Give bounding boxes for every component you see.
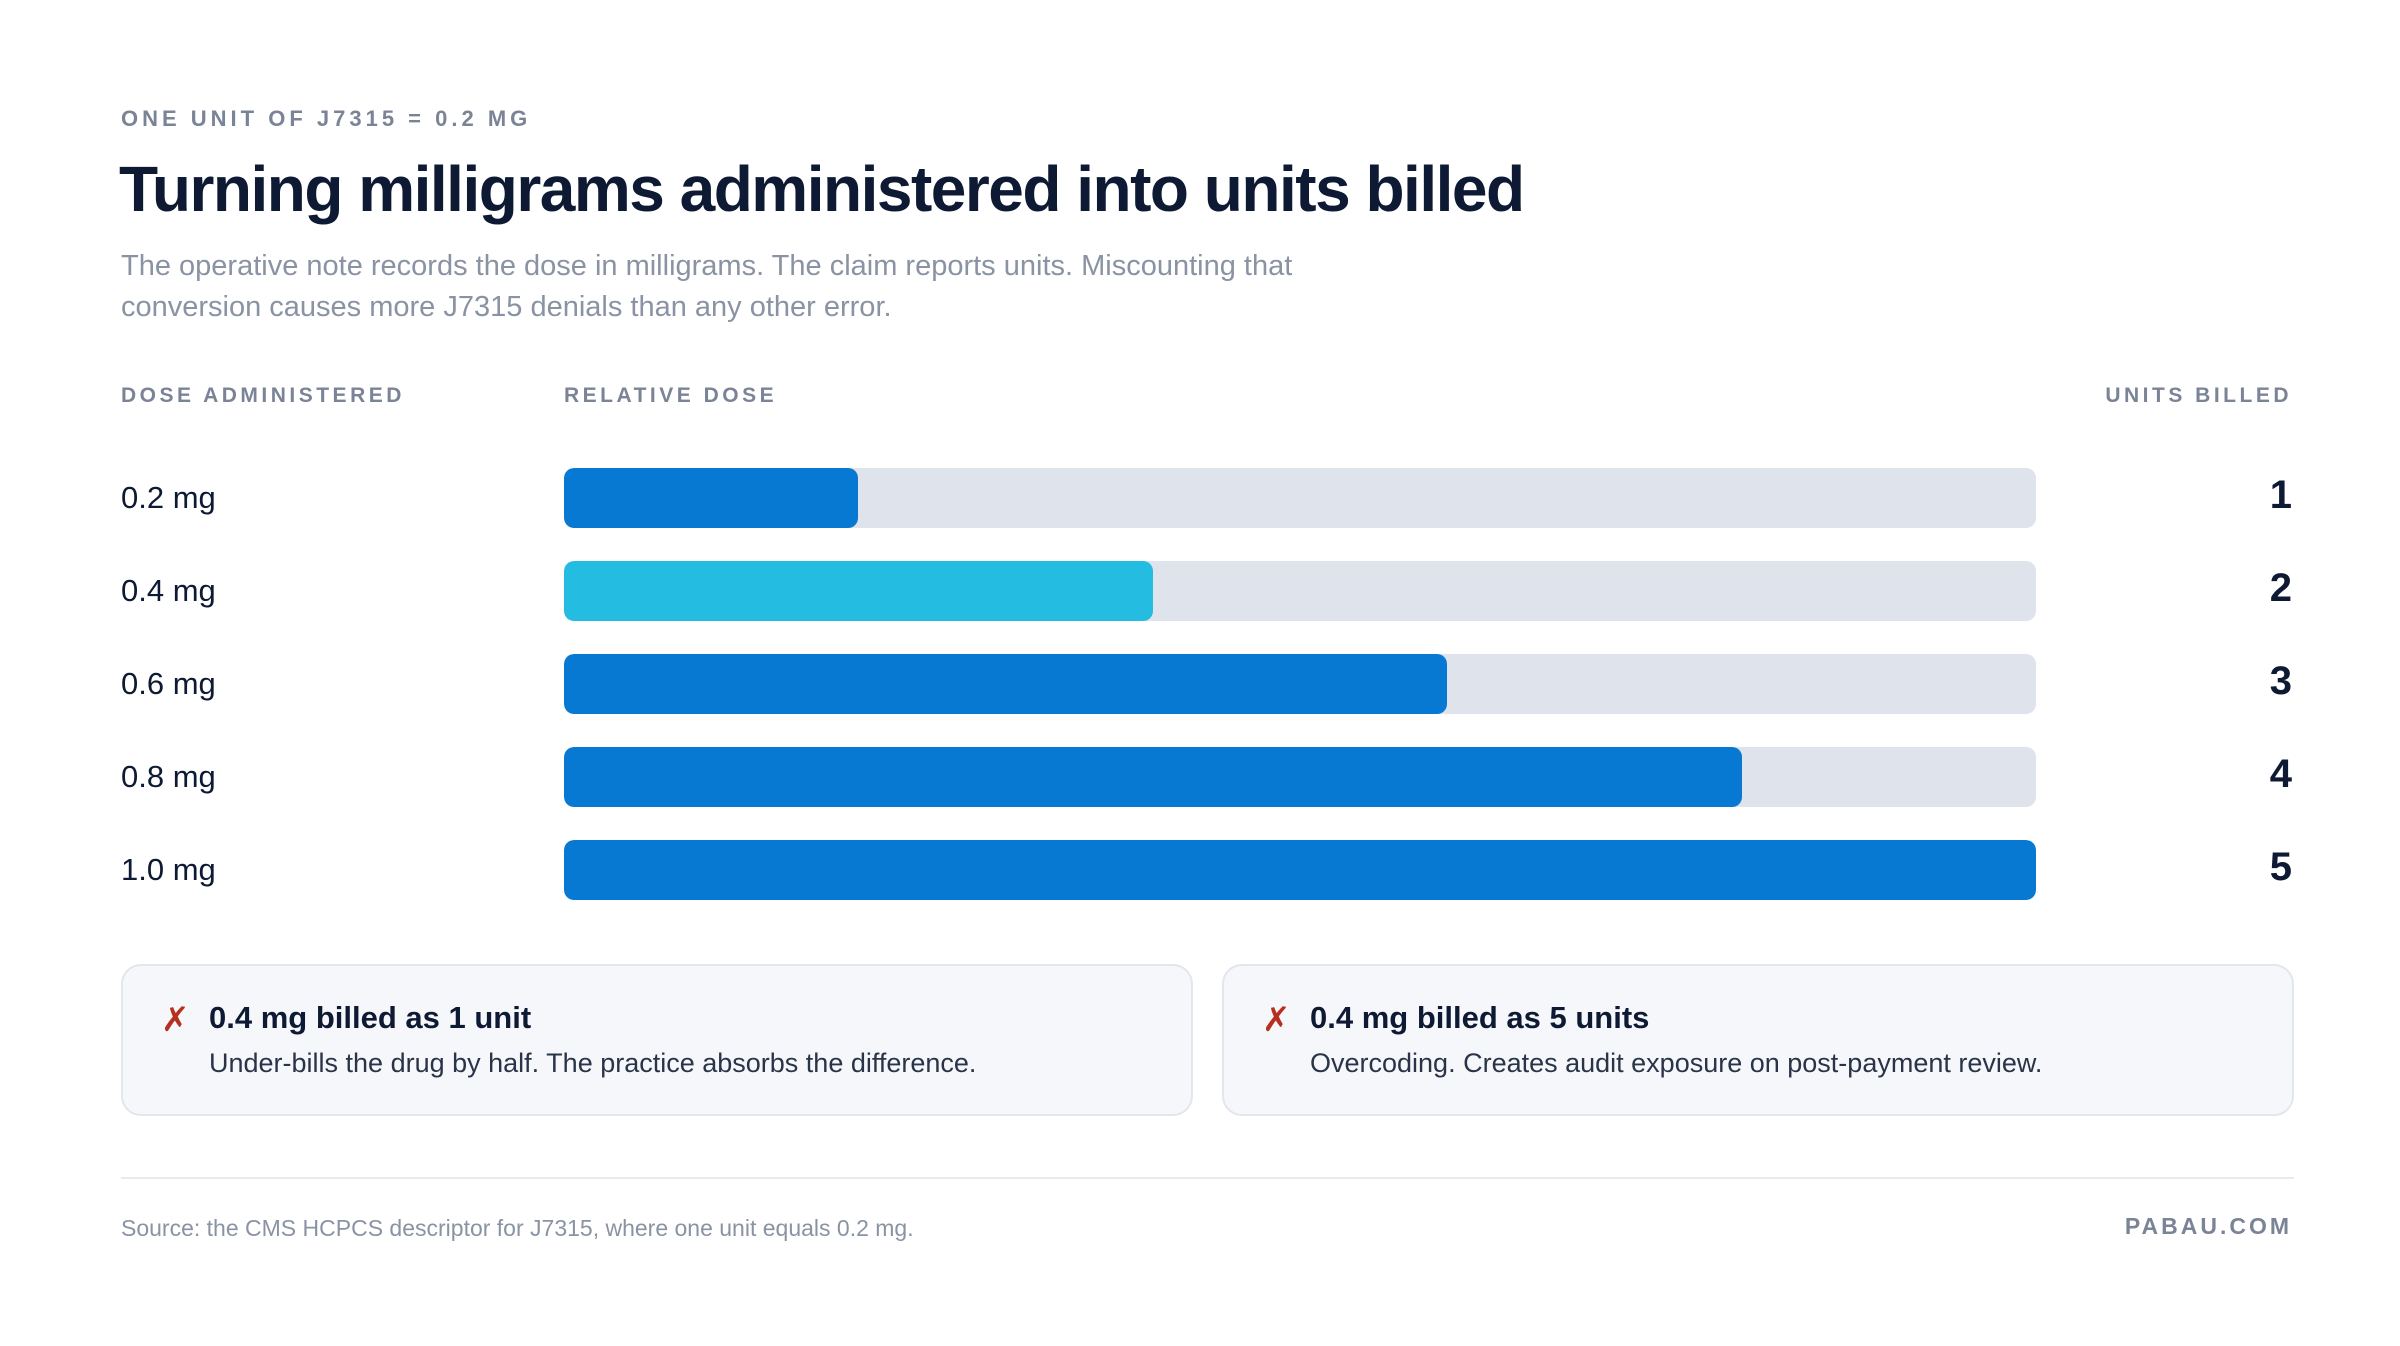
bar-track	[564, 747, 2036, 807]
bar-track	[564, 654, 2036, 714]
error-card-title: 0.4 mg billed as 1 unit	[209, 1000, 532, 1035]
units-value: 5	[2269, 845, 2292, 889]
cross-icon: ✗	[161, 1001, 190, 1039]
bar-track	[564, 468, 2036, 528]
bar	[564, 468, 859, 528]
dose-label: 0.8 mg	[121, 759, 216, 794]
error-card-body: Under-bills the drug by half. The practi…	[209, 1048, 977, 1078]
bar-track	[564, 840, 2036, 900]
units-value: 3	[2269, 659, 2292, 703]
dose-label: 1.0 mg	[121, 852, 216, 887]
dose-label: 0.4 mg	[121, 573, 216, 608]
column-header-dose: DOSE ADMINISTERED	[121, 384, 405, 407]
chart-title: Turning milligrams administered into uni…	[119, 153, 1525, 225]
bar-track	[564, 561, 2036, 621]
footer-divider	[121, 1177, 2294, 1179]
error-card-underbill: ✗ 0.4 mg billed as 1 unit Under-bills th…	[121, 964, 1193, 1116]
error-card-body: Overcoding. Creates audit exposure on po…	[1310, 1048, 2043, 1078]
cross-icon: ✗	[1262, 1001, 1291, 1039]
dose-label: 0.6 mg	[121, 666, 216, 701]
source-note: Source: the CMS HCPCS descriptor for J73…	[121, 1215, 914, 1241]
error-card-overcode: ✗ 0.4 mg billed as 5 units Overcoding. C…	[1222, 964, 2294, 1116]
error-card-title: 0.4 mg billed as 5 units	[1310, 1000, 1650, 1035]
bar	[564, 654, 1448, 714]
units-value: 4	[2269, 752, 2292, 796]
chart-subtitle: The operative note records the dose in m…	[121, 250, 1293, 323]
eyebrow-label: ONE UNIT OF J7315 = 0.2 MG	[121, 106, 532, 131]
bar	[564, 561, 1153, 621]
units-value: 2	[2269, 566, 2292, 610]
bar	[564, 840, 2036, 900]
column-header-units-billed: UNITS BILLED	[2105, 384, 2292, 407]
bar	[564, 747, 1742, 807]
dose-label: 0.2 mg	[121, 480, 216, 515]
units-value: 1	[2269, 473, 2292, 517]
column-header-relative-dose: RELATIVE DOSE	[564, 384, 778, 407]
brand-link[interactable]: PABAU.COM	[2124, 1213, 2292, 1239]
